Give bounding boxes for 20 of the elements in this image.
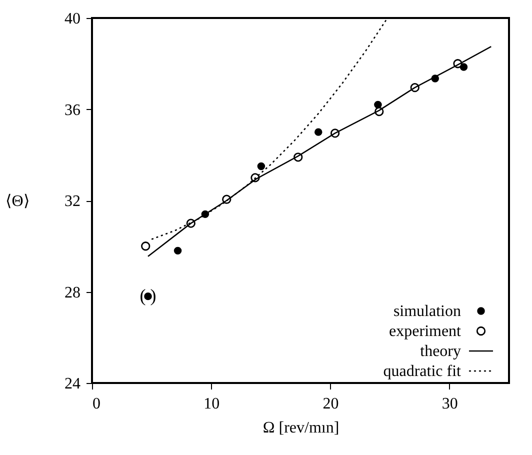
x-tick-label: 0 bbox=[92, 396, 100, 412]
y-tick-label: 24 bbox=[64, 376, 80, 392]
legend-label: theory bbox=[420, 343, 461, 360]
y-tick-label: 40 bbox=[64, 10, 80, 28]
y-axis-title: ⟨Θ⟩ bbox=[6, 193, 30, 210]
x-axis-title: Ω [rev/mın] bbox=[262, 420, 340, 436]
legend-label: experiment bbox=[389, 323, 462, 340]
point bbox=[141, 242, 150, 251]
legend-label: quadratic fit bbox=[383, 363, 462, 380]
annotation: ( ) bbox=[140, 285, 156, 306]
point bbox=[314, 128, 322, 136]
y-tick-label: 32 bbox=[64, 193, 80, 210]
y-tick-label: 28 bbox=[64, 284, 80, 302]
x-tick-label: 10 bbox=[204, 396, 220, 412]
x-tick-label: 20 bbox=[322, 396, 339, 412]
legend-label: simulation bbox=[393, 303, 461, 320]
x-tick-label: 30 bbox=[442, 396, 458, 412]
y-tick-label: 36 bbox=[64, 102, 80, 119]
point bbox=[257, 162, 266, 170]
point bbox=[174, 246, 182, 255]
